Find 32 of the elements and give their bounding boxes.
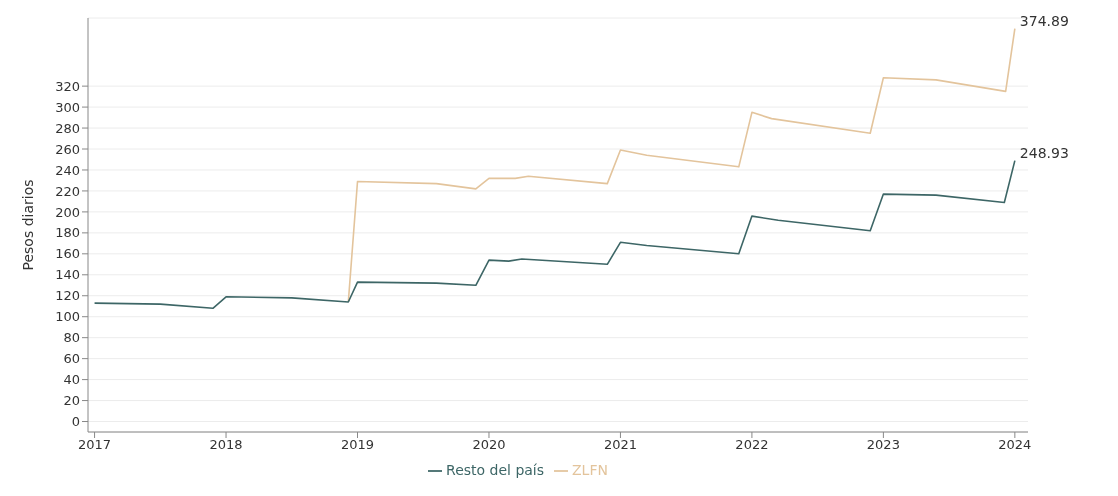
- line-series: [347, 27, 1016, 303]
- y-tick-label: 300: [55, 99, 80, 115]
- y-tick-label: 120: [55, 288, 80, 304]
- x-tick-label: 2018: [209, 437, 243, 453]
- x-tick-label: 2020: [472, 437, 506, 453]
- y-tick-label: 220: [55, 183, 80, 199]
- annotation: 248.93: [1019, 144, 1069, 161]
- y-tick-label: 200: [55, 204, 80, 220]
- legend-label: ZLFN: [572, 462, 608, 478]
- y-tick-label: 180: [55, 225, 80, 241]
- y-tick-label: 280: [55, 120, 80, 136]
- y-tick-label: 160: [55, 246, 80, 262]
- x-tick-label: 2024: [998, 437, 1032, 453]
- y-tick-label: 80: [63, 330, 80, 346]
- y-tick-label: 140: [55, 267, 80, 283]
- x-tick-label: 2022: [735, 437, 769, 453]
- legend-label: Resto del país: [446, 462, 545, 478]
- y-tick-label: 20: [63, 393, 80, 409]
- y-axis-title: Pesos diarios: [19, 179, 36, 271]
- x-tick-label: 2023: [866, 437, 900, 453]
- line-series: [93, 159, 1016, 310]
- annotation: 374.89: [1019, 12, 1069, 29]
- y-tick-label: 0: [71, 414, 80, 430]
- y-tick-label: 320: [55, 78, 80, 94]
- x-tick-label: 2019: [340, 437, 375, 453]
- y-tick-label: 240: [55, 162, 80, 178]
- x-tick-label: 2021: [603, 437, 637, 453]
- y-tick-label: 260: [55, 141, 80, 157]
- y-tick-label: 40: [63, 372, 80, 388]
- x-tick-label: 2017: [78, 437, 112, 453]
- y-tick-label: 100: [55, 309, 80, 325]
- y-tick-label: 60: [63, 351, 80, 367]
